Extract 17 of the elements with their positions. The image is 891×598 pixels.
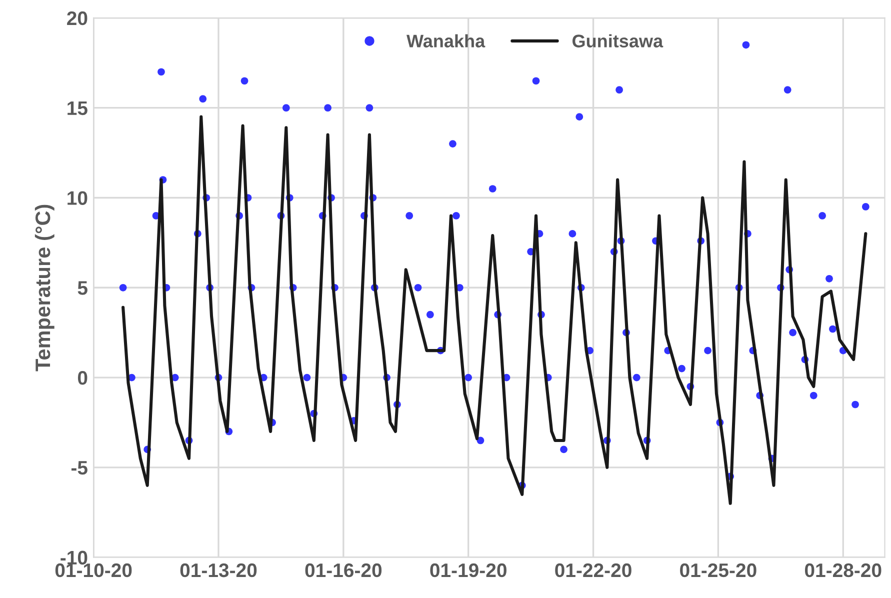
legend-label: Wanakha [406,34,486,48]
y-tick-label: 20 [67,11,88,26]
y-tick-label: -10 [60,550,88,565]
x-tick-label: 01-16-20 [305,563,382,578]
y-tick-label: -5 [71,461,88,475]
y-axis-title: Temperature (°C) [34,204,54,372]
y-tick-label: 15 [68,102,88,116]
y-tick-label: 10 [68,191,88,205]
legend-label: Gunitsawa [572,34,664,48]
x-tick-label: 01-19-20 [430,563,506,578]
x-tick-label: 01-13-20 [180,563,257,578]
x-tick-label: 01-25-20 [680,563,756,578]
y-tick-label: 5 [78,281,88,295]
x-tick-label: 01-22-20 [555,563,632,578]
x-tick-label: 01-28-20 [804,563,882,578]
y-tick-label: 0 [78,371,88,385]
x-tick-label: 01-10-20 [55,563,132,578]
